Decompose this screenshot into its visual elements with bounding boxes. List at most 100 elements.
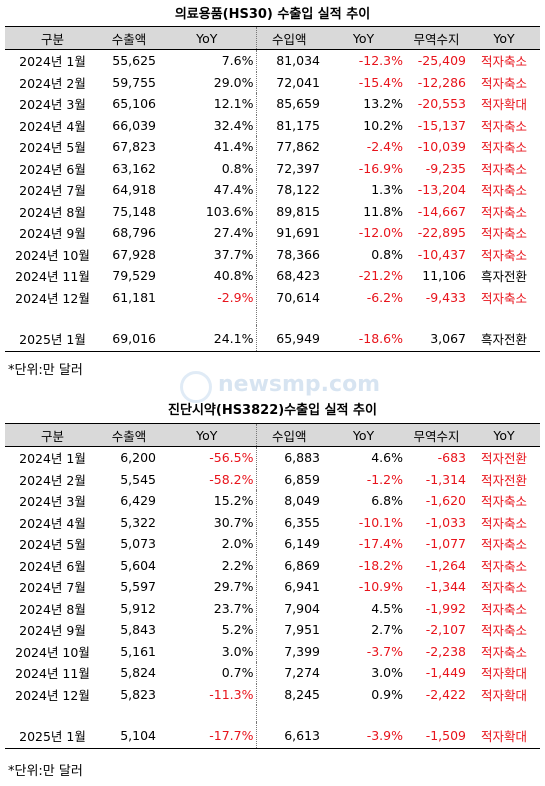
cell-period: 2024년 5월 [19,140,86,156]
cell-balance-status: 적자축소 [480,204,527,220]
table-header-row: 구분 수출액 YoY 수입액 YoY 무역수지 YoY [5,26,540,50]
table-row: 2024년 4월 5,322 30.7% 6,355 -10.1% -1,033 적자축소 [5,511,540,533]
cell-period: 2024년 12월 [15,290,90,306]
cell-import: 7,951 [255,619,322,641]
cell-export: 55,625 [112,53,156,69]
cell-import-yoy: 3.0% [371,665,403,681]
cell-import-yoy: 0.9% [371,686,403,702]
cell-import-yoy: -1.2% [366,471,403,487]
cell-export-yoy: 37.7% [213,246,254,262]
cell-period: 2024년 8월 [19,204,86,220]
cell-export-yoy: 32.4% [213,117,254,133]
table-row: 2024년 2월 59,755 29.0% 72,041 -15.4% -12,286 적자… [5,71,540,93]
table2-title: 진단시약(HS3822)수출입 실적 추이 [168,403,377,418]
header-import-yoy: YoY [322,26,405,50]
header-export: 수출액 [100,423,158,447]
table-row: 2024년 10월 67,928 37.7% 78,366 0.8% -10,437 적자축… [5,243,540,265]
table1-title: 의료용품(HS30) 수출입 실적 추이 [174,7,371,22]
cell-import: 8,245 [255,683,322,705]
cell-balance-status: 흑자전환 [480,269,527,285]
cell-export: 5,073 [120,536,156,552]
cell-import-yoy: -21.2% [358,268,403,284]
cell-trade-balance: -2,107 [425,622,466,638]
cell-balance-status: 적자축소 [480,494,527,510]
table-row: 2024년 10월 5,161 3.0% 7,399 -3.7% -2,238 적자축소 [5,640,540,662]
table-row: 2024년 9월 5,843 5.2% 7,951 2.7% -2,107 적자축소 [5,619,540,641]
cell-period: 2024년 2월 [19,75,86,91]
header-export-yoy: YoY [158,26,256,50]
cell-export: 69,016 [100,325,158,352]
cell-export-yoy: -58.2% [209,471,254,487]
cell-import-yoy: -3.7% [366,643,403,659]
cell-export: 5,823 [120,686,156,702]
cell-import: 6,859 [255,468,322,490]
cell-export: 61,181 [112,289,156,305]
cell-export: 65,106 [112,96,156,112]
cell-trade-balance: -22,895 [417,225,466,241]
cell-trade-balance: -2,238 [425,643,466,659]
cell-export: 5,322 [120,514,156,530]
table-header-row: 구분 수출액 YoY 수입액 YoY 무역수지 YoY [5,423,540,447]
cell-import: 89,815 [255,200,322,222]
cell-import-yoy: 4.6% [371,450,403,466]
cell-export-yoy: 5.2% [221,622,254,638]
table-row: 2025년 1월 5,104 -17.7% 6,613 -3.9% -1,509 적자확대 [5,722,540,749]
cell-import-yoy: -12.0% [358,225,403,241]
table-row: 2024년 7월 64,918 47.4% 78,122 1.3% -13,204 적자축소 [5,179,540,201]
cell-trade-balance: -1,077 [425,536,466,552]
cell-import-yoy: -16.9% [358,160,403,176]
cell-import-yoy: 1.3% [371,182,403,198]
header-period: 구분 [5,423,100,447]
cell-balance-status: 적자확대 [480,666,527,682]
cell-export-yoy: 47.4% [213,182,254,198]
cell-import: 70,614 [255,286,322,308]
cell-balance-status: 적자축소 [480,515,527,531]
cell-trade-balance: -1,620 [425,493,466,509]
cell-trade-balance: -14,667 [417,203,466,219]
cell-export: 5,824 [120,665,156,681]
cell-period: 2024년 5월 [19,537,86,553]
cell-export-yoy: 12.1% [213,96,254,112]
cell-trade-balance: -20,553 [417,96,466,112]
cell-import: 7,399 [255,640,322,662]
cell-period: 2024년 9월 [19,623,86,639]
cell-balance-status: 적자축소 [480,247,527,263]
cell-export: 59,755 [112,74,156,90]
table-row: 2024년 5월 5,073 2.0% 6,149 -17.4% -1,077 적자축소 [5,533,540,555]
cell-balance-status: 적자축소 [480,161,527,177]
cell-export: 6,200 [120,450,156,466]
cell-export: 67,823 [112,139,156,155]
cell-import: 65,949 [255,325,322,352]
cell-export-yoy: -17.7% [158,722,256,749]
table-row: 2024년 4월 66,039 32.4% 81,175 10.2% -15,137 적자축… [5,114,540,136]
cell-trade-balance: -10,039 [417,139,466,155]
cell-trade-balance: -15,137 [417,117,466,133]
cell-import: 6,613 [255,722,322,749]
cell-trade-balance: -683 [437,450,466,466]
cell-export-yoy: 103.6% [205,203,254,219]
cell-import-yoy: 6.8% [371,493,403,509]
cell-balance-status: 적자축소 [480,140,527,156]
cell-export-yoy: 0.8% [221,160,254,176]
cell-export: 5,843 [120,622,156,638]
cell-balance-status: 적자전환 [480,451,527,467]
cell-export-yoy: 30.7% [213,514,254,530]
cell-trade-balance: -9,235 [425,160,466,176]
cell-import-yoy: 2.7% [371,622,403,638]
cell-import: 6,355 [255,511,322,533]
cell-trade-balance: -13,204 [417,182,466,198]
cell-import-yoy: -2.4% [366,139,403,155]
cell-import: 6,941 [255,576,322,598]
header-balance-status: YoY [468,423,540,447]
header-trade-balance: 무역수지 [405,26,468,50]
cell-export-yoy: -2.9% [217,289,254,305]
cell-export-yoy: 0.7% [221,665,254,681]
table-row: 2024년 1월 6,200 -56.5% 6,883 4.6% -683 적자전환 [5,446,540,469]
cell-import: 6,869 [255,554,322,576]
cell-export-yoy: -56.5% [209,450,254,466]
cell-period: 2024년 12월 [15,687,90,703]
cell-balance-status: 적자축소 [480,623,527,639]
cell-export-yoy: 15.2% [213,493,254,509]
cell-trade-balance: -1,509 [405,722,468,749]
cell-period: 2025년 1월 [5,722,100,749]
